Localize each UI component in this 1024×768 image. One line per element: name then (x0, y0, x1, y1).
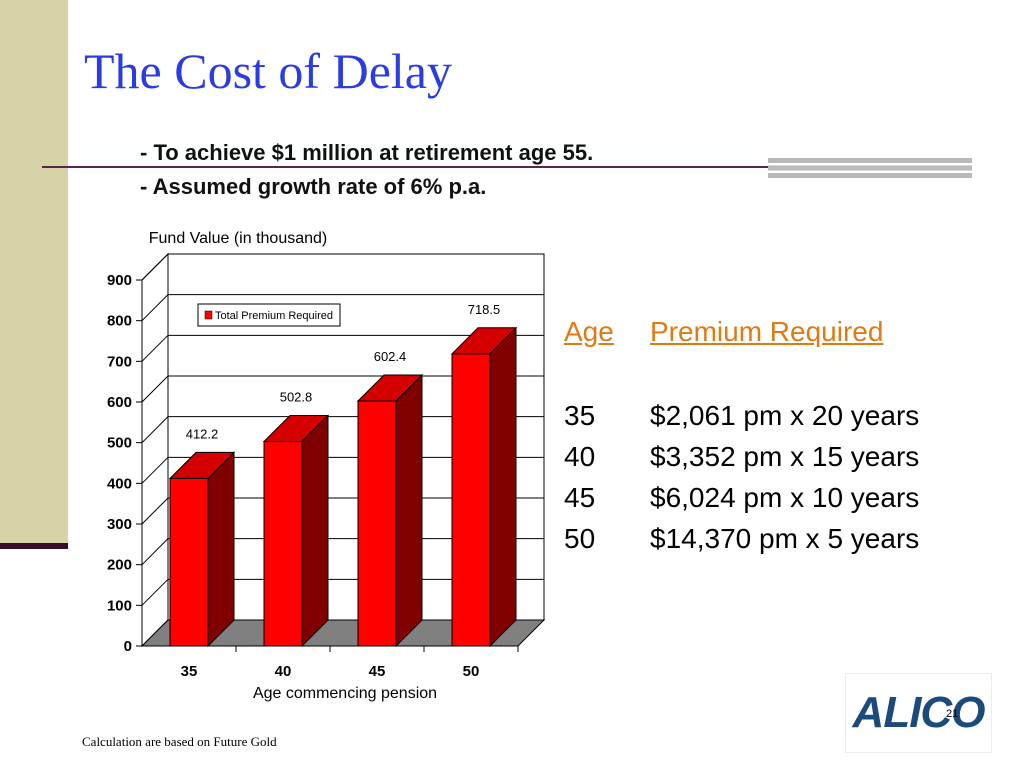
side-decor-rule (0, 543, 68, 549)
legend-box (197, 303, 341, 327)
bar-front (357, 400, 397, 647)
legend-swatch (204, 310, 213, 320)
bar-side (395, 373, 423, 648)
y-tick-label: 700 (107, 353, 132, 370)
slide-title: The Cost of Delay (84, 43, 452, 99)
y-tick-label: 400 (107, 475, 132, 492)
y-tick-label: 300 (107, 516, 132, 533)
gridline (141, 334, 544, 362)
y-tick-label: 0 (124, 638, 132, 655)
bar-side (301, 414, 329, 648)
y-tick-label: 600 (107, 394, 132, 411)
x-tick-label: 40 (275, 663, 292, 680)
y-tick-label: 900 (107, 272, 132, 289)
x-tick-label: 50 (463, 663, 480, 680)
row-premium: $3,352 pm x 15 years (650, 441, 920, 472)
gridline (141, 294, 544, 322)
y-tick-label: 500 (107, 435, 132, 452)
row-premium: $6,024 pm x 10 years (650, 482, 920, 513)
data-label: 412.2 (186, 426, 219, 441)
side-decor-bar (0, 0, 68, 547)
bar-front (263, 441, 303, 647)
data-label: 718.5 (468, 302, 501, 317)
bar-top (450, 327, 518, 355)
table-header-age: Age (564, 316, 614, 347)
y-axis-title: Fund Value (in thousand) (149, 230, 327, 247)
x-tick-label: 45 (369, 663, 386, 680)
y-tick-label: 100 (107, 597, 132, 614)
page-number: 21 (946, 708, 959, 720)
bar-top (356, 374, 424, 402)
row-premium: $14,370 pm x 5 years (650, 523, 920, 554)
company-logo: ALICO (845, 673, 992, 753)
data-label: 602.4 (374, 349, 407, 364)
gridline (141, 253, 544, 281)
bar-side (489, 326, 517, 648)
table-header-premium: Premium Required (650, 316, 884, 347)
row-age: 45 (564, 482, 596, 513)
x-axis-title: Age commencing pension (253, 685, 437, 702)
row-age: 50 (564, 523, 596, 554)
bar-top (168, 451, 236, 479)
bar-side (207, 451, 235, 648)
title-divider (42, 166, 972, 168)
legend-label: Total Premium Required (215, 310, 333, 322)
subtitle-line-1: - To achieve $1 million at retirement ag… (140, 140, 594, 165)
logo-wordmark: ALICO (852, 688, 986, 737)
chart-side-wall (141, 252, 169, 648)
row-age: 40 (564, 441, 596, 472)
y-tick-label: 200 (107, 557, 132, 574)
bar-front (451, 353, 491, 647)
bar-front (169, 477, 209, 647)
footnote: Calculation are based on Future Gold (82, 734, 277, 749)
x-tick-label: 35 (181, 663, 198, 680)
title-divider-stripes (768, 158, 972, 178)
row-premium: $2,061 pm x 20 years (650, 400, 920, 431)
row-age: 35 (564, 400, 596, 431)
subtitle-line-2: - Assumed growth rate of 6% p.a. (140, 174, 487, 199)
data-label: 502.8 (280, 390, 313, 405)
bar-top (262, 415, 330, 443)
y-tick-label: 800 (107, 313, 132, 330)
